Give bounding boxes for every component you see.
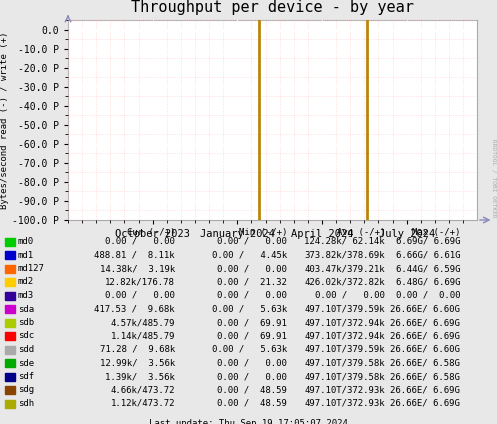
Text: 497.10T/372.93k: 497.10T/372.93k	[304, 399, 385, 408]
Text: 0.00 /   0.00: 0.00 / 0.00	[217, 359, 287, 368]
Text: 497.10T/379.59k: 497.10T/379.59k	[304, 304, 385, 313]
Title: Throughput per device - by year: Throughput per device - by year	[131, 0, 414, 15]
Text: 71.28 /  9.68k: 71.28 / 9.68k	[100, 345, 175, 354]
Text: sdg: sdg	[18, 385, 34, 394]
Text: md2: md2	[18, 277, 34, 287]
Text: 6.69G/ 6.69G: 6.69G/ 6.69G	[396, 237, 460, 246]
Text: 417.53 /  9.68k: 417.53 / 9.68k	[94, 304, 175, 313]
Text: 26.66E/ 6.58G: 26.66E/ 6.58G	[390, 372, 460, 381]
Text: 403.47k/379.21k: 403.47k/379.21k	[304, 264, 385, 273]
Text: Avg (-/+): Avg (-/+)	[336, 228, 385, 237]
Text: 6.44G/ 6.59G: 6.44G/ 6.59G	[396, 264, 460, 273]
Text: 26.66E/ 6.60G: 26.66E/ 6.60G	[390, 345, 460, 354]
Text: 497.10T/379.59k: 497.10T/379.59k	[304, 345, 385, 354]
Text: 1.39k/  3.56k: 1.39k/ 3.56k	[105, 372, 175, 381]
Text: 4.66k/473.72: 4.66k/473.72	[110, 385, 175, 394]
Text: sdd: sdd	[18, 345, 34, 354]
Text: 0.00 /   5.63k: 0.00 / 5.63k	[212, 304, 287, 313]
Text: 124.28k/ 62.14k: 124.28k/ 62.14k	[304, 237, 385, 246]
Text: 0.00 /   0.00: 0.00 / 0.00	[105, 237, 175, 246]
Text: 0.00 /   4.45k: 0.00 / 4.45k	[212, 251, 287, 259]
Text: 497.10T/372.94k: 497.10T/372.94k	[304, 332, 385, 340]
Text: sdf: sdf	[18, 372, 34, 381]
Text: 1.12k/473.72: 1.12k/473.72	[110, 399, 175, 408]
Text: RRDTOOL / TOBI OETKER: RRDTOOL / TOBI OETKER	[491, 139, 496, 218]
Text: 0.00 /  21.32: 0.00 / 21.32	[217, 277, 287, 287]
Text: 0.00 /   0.00: 0.00 / 0.00	[217, 237, 287, 246]
Text: md1: md1	[18, 251, 34, 259]
Text: sdb: sdb	[18, 318, 34, 327]
Text: 26.66E/ 6.69G: 26.66E/ 6.69G	[390, 399, 460, 408]
Text: Last update: Thu Sep 19 17:05:07 2024: Last update: Thu Sep 19 17:05:07 2024	[149, 418, 348, 424]
Text: 0.00 /   0.00: 0.00 / 0.00	[315, 291, 385, 300]
Text: 6.66G/ 6.61G: 6.66G/ 6.61G	[396, 251, 460, 259]
Text: 488.81 /  8.11k: 488.81 / 8.11k	[94, 251, 175, 259]
Text: 26.66E/ 6.69G: 26.66E/ 6.69G	[390, 385, 460, 394]
Text: Min (-/+): Min (-/+)	[239, 228, 287, 237]
Text: 0.00 /   0.00: 0.00 / 0.00	[217, 372, 287, 381]
Text: md3: md3	[18, 291, 34, 300]
Text: 26.66E/ 6.69G: 26.66E/ 6.69G	[390, 332, 460, 340]
Text: 4.57k/485.79: 4.57k/485.79	[110, 318, 175, 327]
Text: 497.10T/372.94k: 497.10T/372.94k	[304, 318, 385, 327]
Text: 0.00 /  48.59: 0.00 / 48.59	[217, 399, 287, 408]
Text: md127: md127	[18, 264, 45, 273]
Text: 26.66E/ 6.69G: 26.66E/ 6.69G	[390, 318, 460, 327]
Text: 0.00 /  69.91: 0.00 / 69.91	[217, 318, 287, 327]
Text: 12.99k/  3.56k: 12.99k/ 3.56k	[100, 359, 175, 368]
Text: 26.66E/ 6.58G: 26.66E/ 6.58G	[390, 359, 460, 368]
Text: 26.66E/ 6.60G: 26.66E/ 6.60G	[390, 304, 460, 313]
Text: 6.48G/ 6.69G: 6.48G/ 6.69G	[396, 277, 460, 287]
Text: 0.00 /   0.00: 0.00 / 0.00	[217, 291, 287, 300]
Text: 14.38k/  3.19k: 14.38k/ 3.19k	[100, 264, 175, 273]
Text: sde: sde	[18, 359, 34, 368]
Text: 497.10T/379.58k: 497.10T/379.58k	[304, 372, 385, 381]
Text: 373.82k/378.69k: 373.82k/378.69k	[304, 251, 385, 259]
Text: sdh: sdh	[18, 399, 34, 408]
Text: 0.00 /  0.00: 0.00 / 0.00	[396, 291, 460, 300]
Text: 426.02k/372.82k: 426.02k/372.82k	[304, 277, 385, 287]
Text: 1.14k/485.79: 1.14k/485.79	[110, 332, 175, 340]
Text: sdc: sdc	[18, 332, 34, 340]
Text: 0.00 /  48.59: 0.00 / 48.59	[217, 385, 287, 394]
Text: 0.00 /   0.00: 0.00 / 0.00	[105, 291, 175, 300]
Text: Cur (-/+): Cur (-/+)	[127, 228, 175, 237]
Text: Max (-/+): Max (-/+)	[412, 228, 460, 237]
Text: md0: md0	[18, 237, 34, 246]
Text: sda: sda	[18, 304, 34, 313]
Text: 0.00 /   0.00: 0.00 / 0.00	[217, 264, 287, 273]
Y-axis label: Bytes/second read (-) / write (+): Bytes/second read (-) / write (+)	[0, 31, 9, 209]
Text: 0.00 /   5.63k: 0.00 / 5.63k	[212, 345, 287, 354]
Text: 497.10T/372.93k: 497.10T/372.93k	[304, 385, 385, 394]
Text: 0.00 /  69.91: 0.00 / 69.91	[217, 332, 287, 340]
Text: 497.10T/379.58k: 497.10T/379.58k	[304, 359, 385, 368]
Text: 12.82k/176.78: 12.82k/176.78	[105, 277, 175, 287]
